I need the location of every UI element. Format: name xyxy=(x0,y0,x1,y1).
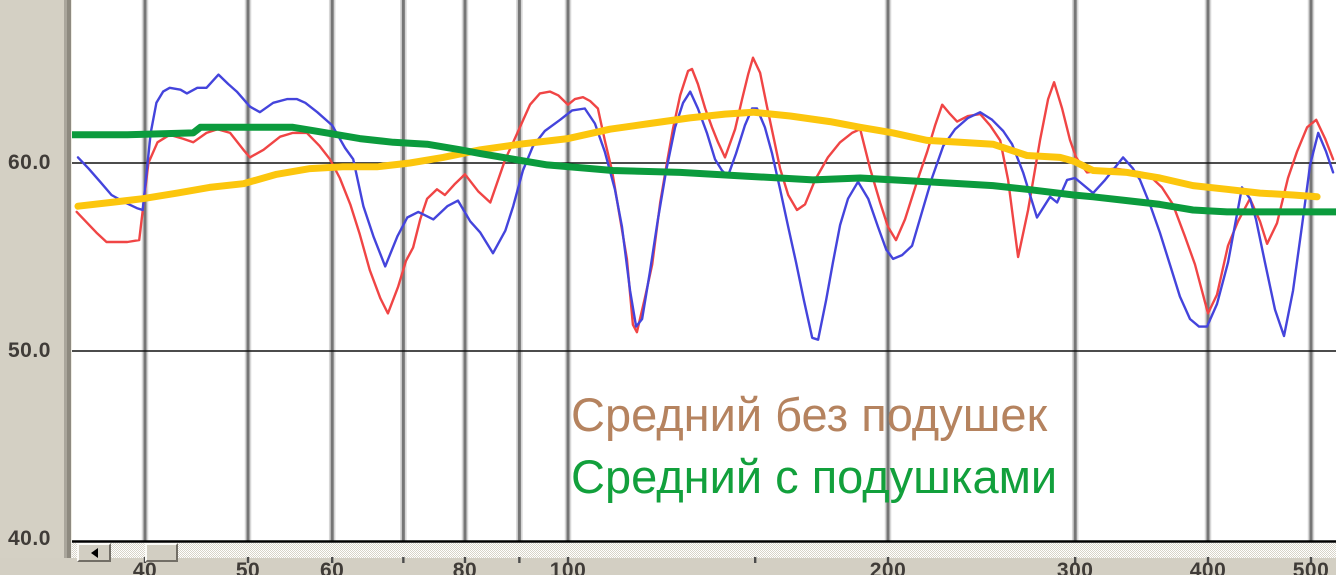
x-axis-label: 60 xyxy=(319,559,345,575)
legend: Средний без подушек Средний с подушками xyxy=(571,384,1057,508)
x-axis-label: 100 xyxy=(549,559,587,575)
grid-layer xyxy=(72,0,1336,543)
x-axis-tick xyxy=(753,557,757,563)
x-axis-tick xyxy=(1073,557,1077,563)
x-axis-label-strip xyxy=(0,558,1336,575)
x-axis-tick xyxy=(886,557,890,563)
x-axis-tick xyxy=(566,557,570,563)
series-average-yellow xyxy=(74,108,1321,210)
series-measurement-red xyxy=(75,56,1335,334)
x-axis-tick xyxy=(1206,557,1210,563)
x-axis-tick xyxy=(1309,557,1313,563)
scrollbar-left-button[interactable] xyxy=(77,543,111,562)
x-axis-label: 400 xyxy=(1189,559,1227,575)
y-axis-label: 50.0 xyxy=(8,339,51,362)
plot-left-border xyxy=(64,0,67,575)
x-axis-label: 80 xyxy=(452,559,478,575)
x-axis-label: 40 xyxy=(132,559,158,575)
y-axis-label: 60.0 xyxy=(8,151,51,174)
x-axis-tick xyxy=(246,557,250,563)
y-axis-label: 40.0 xyxy=(8,527,51,550)
y-axis-panel xyxy=(0,0,64,575)
legend-average-without-cushions: Средний без подушек xyxy=(571,388,1048,441)
plot-left-border-shadow xyxy=(67,0,71,567)
x-axis-label: 50 xyxy=(235,559,261,575)
curve-layer xyxy=(72,56,1336,341)
x-axis-label: 300 xyxy=(1056,559,1094,575)
x-axis-tick xyxy=(330,557,334,563)
scrollbar-track[interactable] xyxy=(72,543,1336,558)
scroll-left-icon xyxy=(90,547,98,558)
x-axis-tick xyxy=(518,557,521,563)
x-axis-label: 500 xyxy=(1292,559,1330,575)
scrollbar-thumb[interactable] xyxy=(145,543,178,562)
x-axis-tick xyxy=(402,557,405,563)
plot-left-border-highlight xyxy=(71,0,72,567)
x-axis-tick xyxy=(463,557,467,563)
x-axis-label: 200 xyxy=(869,559,907,575)
series-average-green xyxy=(72,123,1336,216)
legend-average-with-cushions: Средний с подушками xyxy=(571,450,1058,503)
